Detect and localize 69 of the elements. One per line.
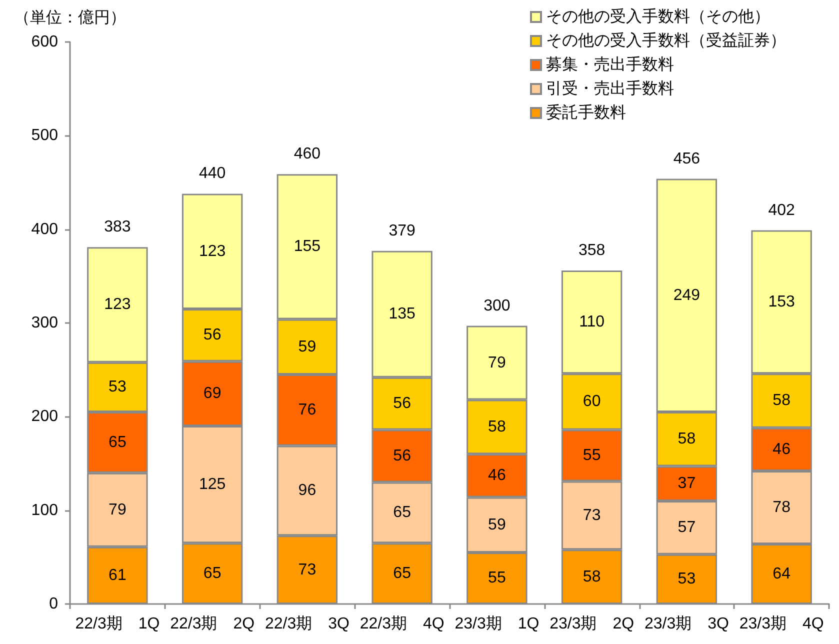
data-label: 76 [298, 402, 316, 419]
y-tick-label: 300 [31, 314, 58, 332]
total-label: 379 [388, 222, 416, 240]
x-tick-label: 23/3期 2Q [550, 614, 634, 632]
data-label: 64 [772, 566, 791, 583]
data-label: 249 [673, 286, 700, 304]
data-label: 59 [298, 338, 316, 356]
data-label: 46 [772, 440, 791, 458]
data-label: 96 [298, 482, 316, 500]
data-label: 110 [579, 314, 605, 331]
data-label: 125 [198, 476, 226, 494]
x-tick-label: 23/3期 1Q [454, 614, 540, 632]
data-label: 153 [768, 293, 796, 310]
data-label: 37 [678, 475, 696, 492]
x-tick-label: 22/3期 1Q [75, 614, 160, 632]
data-label: 53 [678, 570, 696, 588]
data-label: 58 [488, 418, 506, 436]
data-label: 56 [393, 395, 412, 412]
data-label: 56 [203, 326, 222, 344]
data-label: 123 [104, 296, 131, 314]
data-label: 59 [488, 516, 506, 534]
legend-label: 引受・売出手数料 [546, 80, 674, 98]
y-axis-title: （単位：億円） [14, 8, 126, 26]
total-label: 456 [673, 150, 700, 168]
data-label: 56 [393, 448, 412, 465]
total-label: 300 [484, 297, 510, 314]
data-label: 60 [582, 393, 601, 410]
x-tick-label: 22/3期 3Q [264, 614, 350, 632]
data-label: 58 [582, 568, 601, 586]
data-label: 69 [203, 385, 222, 402]
legend-label: その他の受入手数料（その他） [546, 8, 770, 26]
data-label: 65 [108, 434, 126, 451]
total-label: 358 [578, 242, 606, 260]
y-tick-label: 500 [31, 127, 58, 144]
data-label: 58 [772, 392, 791, 410]
data-label: 57 [678, 519, 696, 536]
data-label: 46 [488, 467, 506, 484]
data-label: 73 [582, 506, 601, 524]
total-label: 440 [198, 165, 226, 182]
data-label: 65 [393, 565, 412, 582]
data-label: 65 [203, 565, 222, 582]
x-tick-label: 22/3期 4Q [360, 614, 444, 632]
x-tick-label: 23/3期 4Q [739, 614, 824, 632]
data-label: 55 [582, 447, 601, 464]
data-label: 135 [388, 306, 416, 323]
y-tick-label: 100 [31, 502, 58, 519]
total-label: 383 [104, 218, 131, 236]
data-label: 73 [298, 561, 316, 578]
data-label: 78 [772, 499, 791, 516]
y-tick-label: 200 [31, 408, 58, 426]
data-label: 55 [488, 570, 506, 587]
legend-label: 募集・売出手数料 [546, 56, 674, 74]
data-label: 79 [108, 501, 126, 518]
total-label: 402 [768, 202, 796, 219]
data-label: 155 [294, 238, 321, 256]
x-tick-label: 23/3期 3Q [644, 614, 729, 632]
legend-label: 委託手数料 [546, 104, 626, 122]
x-tick-label: 22/3期 2Q [170, 614, 255, 632]
data-label: 79 [488, 354, 506, 372]
total-label: 460 [294, 146, 321, 163]
legend-label: その他の受入手数料（受益証券） [546, 32, 786, 50]
data-label: 123 [198, 242, 226, 260]
data-label: 53 [108, 378, 126, 396]
data-label: 61 [108, 566, 126, 584]
y-tick-label: 600 [31, 34, 58, 50]
y-tick-label: 400 [31, 220, 58, 238]
data-label: 58 [678, 430, 696, 448]
data-label: 65 [393, 504, 412, 522]
y-tick-label: 0 [49, 596, 58, 612]
